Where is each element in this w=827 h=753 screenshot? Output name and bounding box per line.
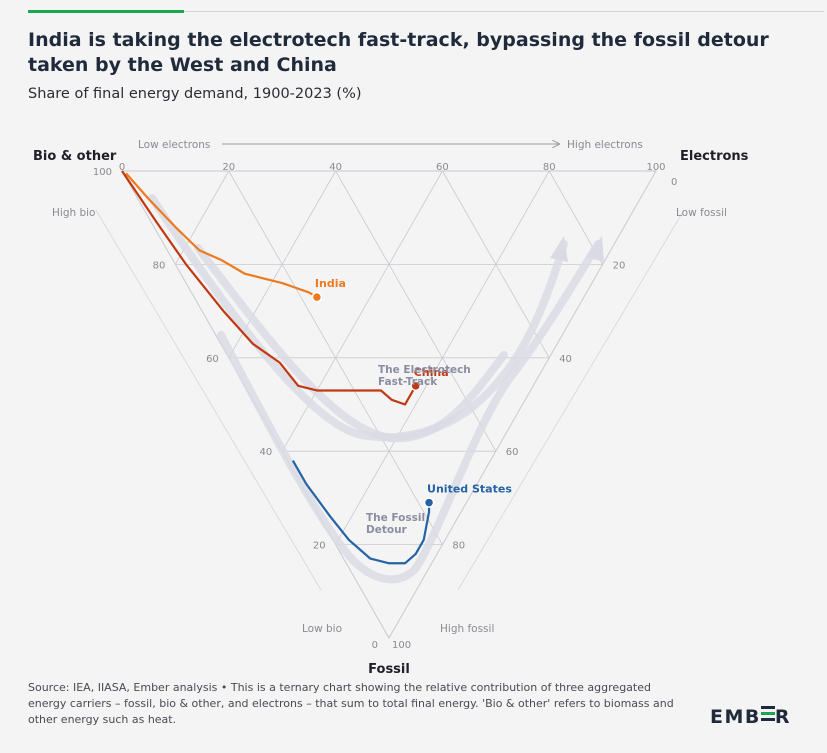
- source-note: Source: IEA, IIASA, Ember analysis • Thi…: [28, 681, 674, 726]
- bio-tick-0: 0: [372, 640, 378, 651]
- header-rule: [184, 11, 824, 12]
- triangle-outline: [121, 170, 657, 640]
- fossil-tick-20: 20: [613, 260, 626, 271]
- logo-text-start: EMB: [710, 706, 761, 728]
- electrons-high-label: High electrons: [567, 139, 643, 151]
- gridline-bio-40: [281, 170, 443, 452]
- logo-e-mark: [760, 706, 775, 724]
- fossil-detour-arrowhead: [586, 236, 604, 262]
- accent-bar: [28, 10, 184, 13]
- fossil-tick-0: 0: [671, 177, 677, 188]
- fast-track-arrowhead: [550, 236, 568, 262]
- electrons-low-label: Low electrons: [138, 139, 210, 151]
- series-label-india: India: [315, 277, 346, 290]
- electrons-tick-0: 0: [119, 162, 125, 173]
- electrons-tick-100: 100: [646, 162, 665, 173]
- series-endpoint-china: [410, 380, 421, 392]
- bio-tick-80: 80: [153, 260, 166, 271]
- fossil-detour-annotation-line2: Detour: [366, 524, 408, 536]
- electrons-tick-80: 80: [543, 162, 556, 173]
- fast-track-annotation-line1: The Electrotech: [378, 364, 471, 376]
- series-endpoint-united-states: [423, 497, 435, 508]
- fossil-detour-annotation-line1: The Fossil: [366, 512, 425, 524]
- bio-high-label: High bio: [52, 207, 95, 219]
- fossil-detour-arrow: [217, 240, 602, 584]
- ember-logo: EMB R: [710, 706, 791, 728]
- fossil-axis-title: Fossil: [368, 662, 410, 675]
- bio-tick-40: 40: [259, 447, 272, 458]
- series-label-united-states: United States: [427, 483, 512, 496]
- fast-track-arrow-1: [148, 194, 568, 442]
- bio-low-label: Low bio: [302, 623, 342, 635]
- fossil-tick-40: 40: [559, 354, 572, 365]
- series-line-india: [125, 172, 318, 299]
- electrons-tick-40: 40: [329, 162, 342, 173]
- series-line-united-states: [291, 459, 431, 565]
- fossil-guide-line: [457, 209, 685, 591]
- fossil-low-label: Low fossil: [676, 207, 727, 219]
- chart-card: India is taking the electrotech fast-tra…: [16, 10, 824, 743]
- electrons-tick-60: 60: [436, 162, 449, 173]
- electrons-tick-20: 20: [222, 162, 235, 173]
- chart-title: India is taking the electrotech fast-tra…: [28, 29, 769, 76]
- bio-tick-60: 60: [206, 354, 219, 365]
- logo-text-end: R: [774, 706, 792, 728]
- fossil-tick-80: 80: [452, 541, 465, 552]
- fossil-high-label: High fossil: [440, 623, 494, 635]
- series-endpoint-india: [311, 291, 323, 303]
- fossil-tick-60: 60: [506, 447, 519, 458]
- bio-tick-20: 20: [313, 541, 326, 552]
- series-label-china: China: [414, 366, 449, 379]
- fast-track-arrow-2: [194, 244, 508, 443]
- fast-track-annotation-line2: Fast-Track: [378, 376, 438, 388]
- bio-guide-line: [95, 209, 322, 591]
- bio-axis-title: Bio & other: [33, 149, 117, 164]
- chart-subtitle: Share of final energy demand, 1900-2023 …: [28, 86, 362, 102]
- fossil-tick-100: 100: [392, 640, 411, 651]
- ternary-chart: India China United States Bio & other Elect…: [33, 139, 749, 675]
- bio-tick-100: 100: [93, 167, 112, 178]
- series-line-china: [121, 170, 417, 406]
- electrons-axis-title: Electrons: [680, 149, 749, 164]
